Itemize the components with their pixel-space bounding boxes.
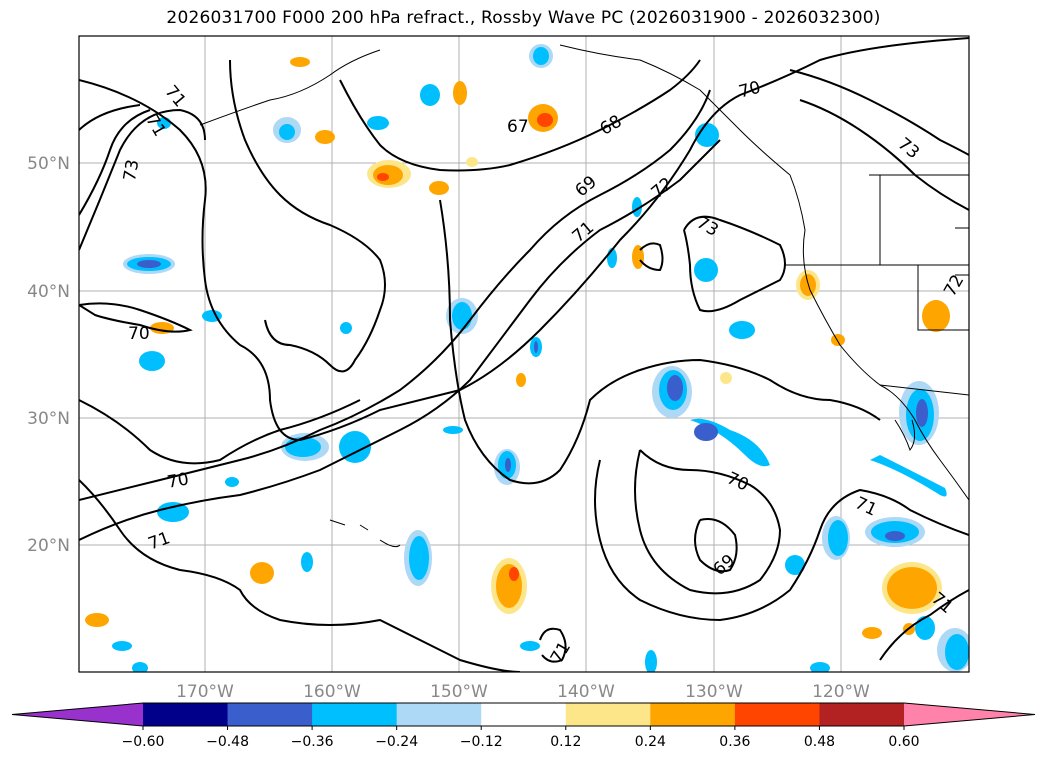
colorbar-tick-label: −0.48 (206, 734, 249, 750)
lon-label: 170°W (176, 682, 234, 702)
lon-label: 130°W (685, 682, 743, 702)
colorbar-bin (734, 703, 820, 726)
longitude-labels: 170°W 160°W 150°W 140°W 130°W 120°W (176, 682, 870, 702)
colorbar-bin (819, 703, 905, 726)
colorbar-bin (650, 703, 736, 726)
colorbar-max-arrow (904, 703, 1035, 726)
colorbar-bin (227, 703, 313, 726)
map-frame (78, 35, 970, 673)
map-title: 2026031700 F000 200 hPa refract., Rossby… (166, 8, 881, 28)
colorbar-tick-label: −0.36 (291, 734, 334, 750)
positive-anomaly-shading (85, 57, 950, 639)
colorbar-tick-label: 0.36 (719, 734, 750, 750)
colorbar-bin (396, 703, 482, 726)
contour-label: 73 (120, 158, 143, 183)
lon-label: 150°W (430, 682, 488, 702)
lat-label: 30°N (27, 409, 70, 429)
graticule (79, 36, 969, 672)
colorbar-tick-label: −0.24 (375, 734, 418, 750)
lat-label: 40°N (27, 282, 70, 302)
colorbar: −0.60 −0.48 −0.36 −0.24 −0.12 0.12 0.24 0.36 0.4… (11, 702, 1036, 750)
colorbar-tick-label: 0.12 (550, 734, 581, 750)
lat-label: 50°N (27, 154, 70, 174)
colorbar-bin (565, 703, 651, 726)
contour-label: 67 (507, 117, 529, 137)
colorbar-bin (312, 703, 398, 726)
lon-label: 140°W (557, 682, 615, 702)
colorbar-bin (481, 703, 567, 726)
contour-lines (79, 37, 969, 672)
colorbar-bin (143, 703, 229, 726)
colorbar-tick-label: 0.60 (888, 734, 919, 750)
lon-label: 160°W (303, 682, 361, 702)
colorbar-tick-label: −0.12 (460, 734, 503, 750)
colorbar-min-arrow (12, 703, 143, 726)
colorbar-tick-label: 0.48 (804, 734, 835, 750)
contour-label: 70 (166, 469, 191, 492)
map-panel (79, 36, 969, 672)
lat-label: 20°N (27, 536, 70, 556)
colorbar-tick-label: −0.60 (122, 734, 165, 750)
contour-label: 70 (128, 324, 150, 344)
negative-anomaly-shading (112, 44, 969, 672)
latitude-labels: 20°N 30°N 40°N 50°N (27, 154, 70, 556)
lon-label: 120°W (812, 682, 870, 702)
colorbar-tick-label: 0.24 (635, 734, 666, 750)
